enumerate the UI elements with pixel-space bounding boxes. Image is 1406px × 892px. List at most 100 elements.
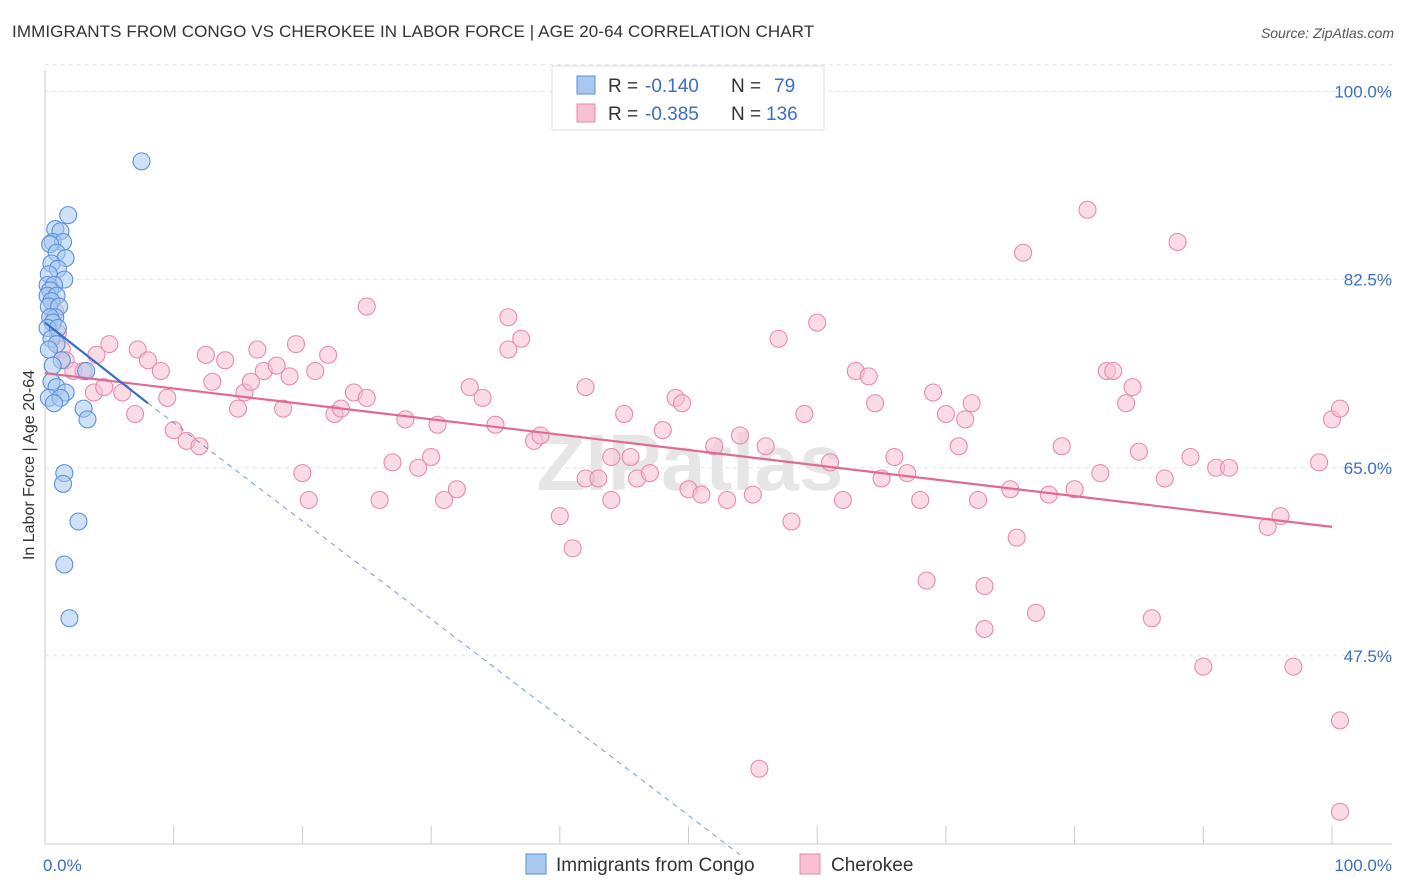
congo-point-44	[60, 609, 79, 628]
legend-r-value-1: -0.140	[645, 76, 699, 97]
cherokee-point-103	[1014, 243, 1033, 262]
bottom-legend-congo: Immigrants from Congo	[556, 855, 755, 876]
cherokee-point-22	[216, 351, 235, 370]
cherokee-point-41	[370, 490, 389, 510]
legend-r-value-2: -0.385	[645, 104, 699, 125]
cherokee-point-29	[274, 399, 293, 418]
cherokee-point-25	[241, 372, 260, 391]
cherokee-point-73	[705, 437, 724, 456]
cherokee-point-42	[383, 453, 402, 472]
trend-lines	[44, 321, 1333, 856]
cherokee-point-115	[1142, 609, 1161, 628]
congo-point-43	[55, 555, 74, 574]
cherokee-point-15	[126, 404, 145, 424]
cherokee-point-124	[1284, 657, 1303, 676]
cherokee-point-92	[917, 571, 936, 590]
cherokee-point-70	[673, 394, 692, 413]
legend-r-label-1: R =	[608, 76, 638, 97]
cherokee-point-81	[795, 404, 814, 424]
cherokee-point-35	[319, 345, 338, 364]
cherokee-point-116	[1155, 469, 1174, 488]
chart-title: IMMIGRANTS FROM CONGO VS CHEROKEE IN LAB…	[12, 22, 815, 41]
cherokee-point-94	[936, 404, 955, 424]
cherokee-point-86	[859, 367, 878, 386]
cherokee-point-119	[1194, 657, 1213, 676]
cherokee-point-28	[267, 356, 286, 375]
bottom-legend-swatch-congo	[525, 853, 547, 875]
cherokee-point-64	[615, 404, 634, 424]
cherokee-point-10	[95, 378, 114, 397]
congo-point-39	[78, 410, 97, 429]
congo-point-31	[77, 361, 96, 381]
x-tick-label-1: 100.0%	[1334, 856, 1392, 875]
cherokee-point-109	[1091, 464, 1110, 483]
cherokee-point-107	[1065, 480, 1084, 499]
cherokee-point-23	[229, 399, 248, 418]
congo-trend-extension	[147, 402, 741, 856]
cherokee-point-45	[422, 447, 441, 467]
cherokee-point-91	[911, 490, 930, 510]
cherokee-point-114	[1129, 442, 1148, 461]
congo-trend-line	[44, 321, 149, 405]
cherokee-point-51	[486, 415, 505, 434]
cherokee-point-106	[1052, 437, 1071, 456]
legend-n-value-1: 79	[774, 76, 795, 97]
cherokee-point-84	[833, 490, 852, 510]
cherokee-point-26	[248, 340, 267, 359]
legend-n-label-1: N =	[731, 76, 761, 97]
cherokee-point-102	[1007, 528, 1026, 547]
cherokee-point-30	[280, 367, 299, 386]
cherokee-point-93	[923, 383, 943, 402]
cherokee-point-118	[1181, 447, 1200, 467]
cherokee-point-128	[1330, 711, 1350, 730]
cherokee-point-89	[885, 447, 904, 467]
cherokee-point-40	[357, 388, 376, 407]
cherokee-point-21	[203, 372, 222, 391]
cherokee-point-65	[621, 447, 640, 467]
cherokee-point-44	[409, 458, 428, 477]
cherokee-point-125	[1310, 453, 1329, 472]
cherokee-point-8	[100, 335, 119, 354]
x-tick-label-0: 0.0%	[43, 856, 82, 875]
y-tick-label-0: 100.0%	[1334, 83, 1392, 102]
cherokee-point-33	[299, 490, 318, 510]
cherokee-point-100	[975, 619, 994, 639]
congo-point-42	[69, 512, 88, 531]
bottom-legend-swatch-cherokee	[799, 853, 821, 875]
cherokee-point-17	[164, 421, 183, 440]
cherokee-point-72	[692, 485, 711, 504]
y-axis-label: In Labor Force | Age 20-64	[21, 370, 38, 560]
cherokee-point-53	[499, 308, 518, 327]
cherokee-point-54	[512, 329, 531, 348]
cherokee-point-79	[769, 329, 788, 348]
legend-swatch-congo	[576, 75, 596, 95]
cherokee-point-47	[434, 490, 454, 510]
cherokee-point-31	[286, 335, 306, 354]
cherokee-point-39	[357, 297, 376, 316]
cherokee-point-49	[460, 378, 479, 397]
cherokee-point-52	[499, 340, 518, 359]
congo-point-1	[59, 206, 78, 225]
cherokee-point-75	[730, 426, 750, 445]
legend-n-value-2: 136	[766, 104, 798, 125]
legend-swatch-cherokee	[576, 103, 596, 123]
cherokee-point-56	[531, 426, 550, 445]
cherokee-point-78	[756, 437, 775, 456]
cherokee-point-63	[602, 490, 621, 510]
cherokee-point-61	[589, 469, 608, 488]
x-tick-labels: 0.0% 100.0%	[43, 856, 1392, 875]
y-tick-label-2: 65.0%	[1344, 459, 1392, 478]
grid-lines	[45, 64, 1392, 657]
cherokee-point-13	[138, 351, 158, 370]
cherokee-point-95	[949, 437, 968, 456]
axes	[44, 70, 1392, 845]
cherokee-point-43	[396, 410, 415, 429]
cherokee-point-14	[151, 361, 170, 381]
cherokee-point-59	[576, 378, 595, 397]
cherokee-point-76	[743, 485, 762, 504]
cherokee-point-68	[653, 421, 672, 440]
congo-point-41	[53, 474, 73, 493]
cherokee-point-32	[293, 464, 312, 483]
cherokee-point-121	[1219, 458, 1239, 477]
